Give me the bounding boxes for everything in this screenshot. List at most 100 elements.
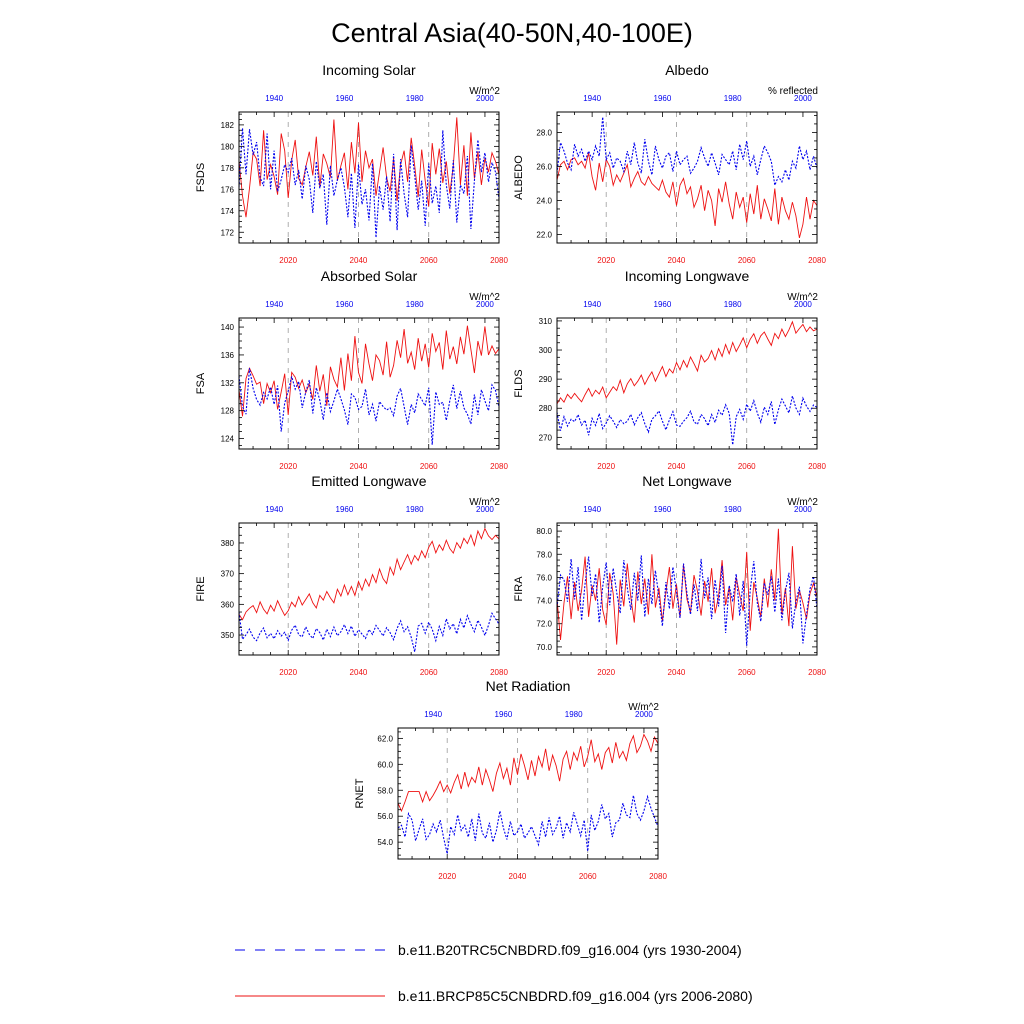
y-tick-label: 56.0 bbox=[377, 812, 393, 821]
panel-albedo: Albedo % reflected ALBEDO 22.0 24.0 26.0 28.0 2… bbox=[513, 62, 826, 265]
x-tick-label-bottom: 2080 bbox=[649, 872, 667, 881]
panel-flds: Incoming Longwave W/m^2 FLDS 270 280 290 300 31… bbox=[513, 268, 826, 471]
x-tick-label-top: 1960 bbox=[654, 505, 672, 514]
plot-frame bbox=[238, 111, 500, 244]
series-line-rcp85 bbox=[238, 117, 500, 218]
y-tick-label: 70.0 bbox=[536, 643, 552, 652]
y-tick-label: 22.0 bbox=[536, 230, 552, 239]
panel-title: Absorbed Solar bbox=[321, 268, 418, 284]
x-tick-label-top: 2000 bbox=[794, 505, 812, 514]
plot-frame bbox=[556, 111, 818, 244]
x-tick-label-top: 1980 bbox=[406, 94, 424, 103]
series-line-historical bbox=[238, 368, 500, 445]
y-tick-label: 72.0 bbox=[536, 620, 552, 629]
x-tick-label-top: 2000 bbox=[794, 94, 812, 103]
y-tick-label: 132 bbox=[221, 379, 235, 388]
x-tick-label-bottom: 2040 bbox=[350, 256, 368, 265]
main-title: Central Asia(40-50N,40-100E) bbox=[331, 18, 693, 48]
x-tick-label-top: 1960 bbox=[654, 94, 672, 103]
plot-frame bbox=[556, 317, 818, 450]
y-axis-label: ALBEDO bbox=[513, 155, 525, 200]
y-tick-label: 26.0 bbox=[536, 162, 552, 171]
x-tick-label-bottom: 2080 bbox=[490, 256, 508, 265]
series-line-historical bbox=[397, 794, 659, 854]
y-tick-label: 178 bbox=[221, 164, 235, 173]
x-tick-label-top: 1980 bbox=[724, 94, 742, 103]
series-line-rcp85 bbox=[238, 325, 500, 417]
x-tick-label-bottom: 2060 bbox=[420, 256, 438, 265]
y-tick-label: 58.0 bbox=[377, 786, 393, 795]
y-tick-label: 360 bbox=[221, 600, 235, 609]
y-axis-label: FIRA bbox=[513, 576, 525, 602]
y-tick-label: 182 bbox=[221, 121, 235, 130]
x-tick-label-top: 1940 bbox=[583, 300, 601, 309]
units-label: % reflected bbox=[768, 86, 818, 97]
x-tick-label-top: 1980 bbox=[724, 505, 742, 514]
series-line-rcp85 bbox=[556, 320, 818, 405]
y-tick-label: 176 bbox=[221, 185, 235, 194]
x-tick-label-top: 1980 bbox=[406, 300, 424, 309]
x-tick-label-bottom: 2020 bbox=[279, 462, 297, 471]
y-tick-label: 310 bbox=[539, 317, 553, 326]
y-tick-label: 270 bbox=[539, 433, 553, 442]
x-tick-label-bottom: 2020 bbox=[279, 668, 297, 677]
plot-frame bbox=[397, 727, 659, 860]
units-label: W/m^2 bbox=[787, 292, 818, 303]
y-axis-label: FSDS bbox=[195, 163, 207, 192]
legend: b.e11.B20TRC5CNBDRD.f09_g16.004 (yrs 193… bbox=[235, 942, 753, 1004]
x-tick-label-bottom: 2040 bbox=[509, 872, 527, 881]
panel-fsds: Incoming Solar W/m^2 FSDS 172 174 176 178 180 18… bbox=[195, 62, 508, 265]
x-tick-label-bottom: 2080 bbox=[808, 462, 826, 471]
series-line-historical bbox=[238, 611, 500, 653]
y-tick-label: 28.0 bbox=[536, 128, 552, 137]
x-tick-label-bottom: 2060 bbox=[579, 872, 597, 881]
y-tick-label: 172 bbox=[221, 228, 235, 237]
y-tick-label: 300 bbox=[539, 346, 553, 355]
units-label: W/m^2 bbox=[628, 702, 659, 713]
y-tick-label: 380 bbox=[221, 539, 235, 548]
series-line-rcp85 bbox=[397, 733, 659, 813]
x-tick-label-top: 1960 bbox=[336, 300, 354, 309]
y-tick-label: 350 bbox=[221, 631, 235, 640]
y-tick-label: 62.0 bbox=[377, 734, 393, 743]
x-tick-label-top: 2000 bbox=[476, 300, 494, 309]
y-tick-label: 24.0 bbox=[536, 196, 552, 205]
x-tick-label-top: 1960 bbox=[336, 505, 354, 514]
x-tick-label-bottom: 2060 bbox=[420, 462, 438, 471]
x-tick-label-bottom: 2020 bbox=[597, 668, 615, 677]
x-tick-label-top: 1940 bbox=[583, 94, 601, 103]
y-tick-label: 180 bbox=[221, 142, 235, 151]
x-tick-label-bottom: 2080 bbox=[808, 668, 826, 677]
units-label: W/m^2 bbox=[469, 497, 500, 508]
x-tick-label-bottom: 2080 bbox=[808, 256, 826, 265]
legend-label-future: b.e11.BRCP85C5CNBDRD.f09_g16.004 (yrs 20… bbox=[398, 988, 753, 1004]
x-tick-label-top: 1940 bbox=[424, 710, 442, 719]
x-tick-label-top: 2000 bbox=[794, 300, 812, 309]
series-line-historical bbox=[556, 117, 818, 188]
series-line-rcp85 bbox=[238, 527, 500, 621]
x-tick-label-top: 1940 bbox=[265, 505, 283, 514]
panel-title: Incoming Solar bbox=[322, 62, 416, 78]
x-tick-label-bottom: 2060 bbox=[738, 462, 756, 471]
series-line-rcp85 bbox=[556, 528, 818, 645]
x-tick-label-bottom: 2020 bbox=[597, 256, 615, 265]
x-tick-label-top: 2000 bbox=[476, 94, 494, 103]
panel-title: Incoming Longwave bbox=[625, 268, 750, 284]
panel-fsa: Absorbed Solar W/m^2 FSA 124 128 132 136 140 202… bbox=[195, 268, 508, 471]
y-axis-label: RNET bbox=[354, 778, 366, 808]
y-tick-label: 136 bbox=[221, 351, 235, 360]
x-tick-label-top: 1980 bbox=[406, 505, 424, 514]
y-tick-label: 128 bbox=[221, 407, 235, 416]
y-tick-label: 78.0 bbox=[536, 550, 552, 559]
y-tick-label: 54.0 bbox=[377, 838, 393, 847]
y-tick-label: 60.0 bbox=[377, 760, 393, 769]
x-tick-label-top: 1960 bbox=[336, 94, 354, 103]
plot-frame bbox=[238, 317, 500, 450]
x-tick-label-top: 1940 bbox=[583, 505, 601, 514]
panels: Incoming Solar W/m^2 FSDS 172 174 176 178 180 18… bbox=[195, 62, 826, 881]
x-tick-label-top: 1980 bbox=[724, 300, 742, 309]
x-tick-label-top: 2000 bbox=[635, 710, 653, 719]
panel-title: Net Radiation bbox=[486, 678, 571, 694]
panel-fira: Net Longwave W/m^2 FIRA 70.0 72.0 74.0 76.0 78.… bbox=[513, 473, 826, 677]
